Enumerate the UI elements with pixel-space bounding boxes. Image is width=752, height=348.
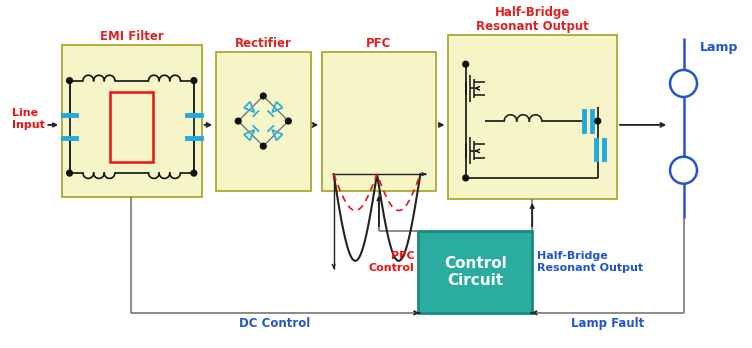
Text: Half-Bridge
Resonant Output: Half-Bridge Resonant Output xyxy=(537,251,643,272)
Bar xyxy=(62,45,202,197)
Circle shape xyxy=(260,143,266,149)
Bar xyxy=(418,231,532,313)
Text: Lamp Fault: Lamp Fault xyxy=(572,317,644,330)
Bar xyxy=(448,35,617,199)
Circle shape xyxy=(286,118,291,124)
Text: Lamp: Lamp xyxy=(700,41,738,54)
Text: PFC
Control: PFC Control xyxy=(368,251,414,272)
Circle shape xyxy=(67,78,72,84)
Circle shape xyxy=(462,175,468,181)
Circle shape xyxy=(67,170,72,176)
Circle shape xyxy=(235,118,241,124)
Text: Half-Bridge
Resonant Output: Half-Bridge Resonant Output xyxy=(476,6,589,33)
Text: Line
Input: Line Input xyxy=(12,108,44,130)
Text: Control
Circuit: Control Circuit xyxy=(444,256,507,288)
Circle shape xyxy=(670,157,697,184)
Bar xyxy=(110,92,153,161)
Circle shape xyxy=(462,61,468,67)
Circle shape xyxy=(670,70,697,97)
Bar xyxy=(216,52,311,191)
Circle shape xyxy=(191,78,197,84)
Text: Rectifier: Rectifier xyxy=(235,37,292,50)
Bar xyxy=(322,52,436,191)
Text: PFC: PFC xyxy=(366,37,392,50)
Text: DC Control: DC Control xyxy=(239,317,311,330)
Text: EMI Filter: EMI Filter xyxy=(100,30,164,43)
Circle shape xyxy=(260,93,266,99)
Circle shape xyxy=(191,170,197,176)
Circle shape xyxy=(595,118,601,124)
